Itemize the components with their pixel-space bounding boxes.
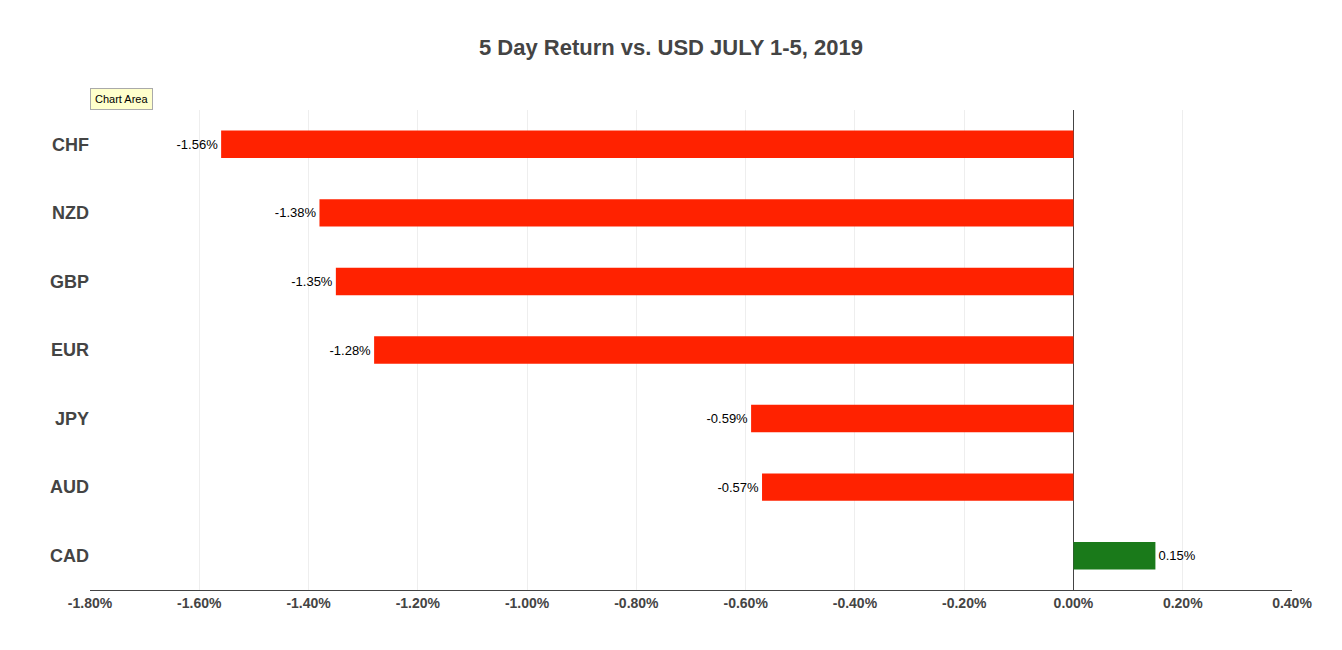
svg-text:-0.20%: -0.20% xyxy=(942,595,987,611)
svg-text:-1.56%: -1.56% xyxy=(176,137,218,152)
svg-text:-1.20%: -1.20% xyxy=(396,595,441,611)
svg-text:AUD: AUD xyxy=(50,477,89,497)
svg-text:0.15%: 0.15% xyxy=(1158,548,1195,563)
svg-text:-1.28%: -1.28% xyxy=(329,343,371,358)
svg-text:-0.57%: -0.57% xyxy=(717,480,759,495)
svg-text:-1.80%: -1.80% xyxy=(68,595,113,611)
svg-text:-1.40%: -1.40% xyxy=(286,595,331,611)
svg-text:CAD: CAD xyxy=(50,546,89,566)
svg-text:-0.40%: -0.40% xyxy=(833,595,878,611)
svg-text:-0.59%: -0.59% xyxy=(706,411,748,426)
svg-text:0.00%: 0.00% xyxy=(1054,595,1094,611)
svg-text:GBP: GBP xyxy=(50,272,89,292)
svg-text:-1.00%: -1.00% xyxy=(505,595,550,611)
svg-text:-0.80%: -0.80% xyxy=(614,595,659,611)
svg-text:NZD: NZD xyxy=(52,203,89,223)
svg-text:Chart Area: Chart Area xyxy=(95,93,148,105)
svg-text:-1.38%: -1.38% xyxy=(275,205,317,220)
svg-text:-1.60%: -1.60% xyxy=(177,595,222,611)
svg-text:5 Day Return vs. USD JULY 1-5,: 5 Day Return vs. USD JULY 1-5, 2019 xyxy=(479,35,863,60)
svg-text:0.20%: 0.20% xyxy=(1163,595,1203,611)
svg-text:EUR: EUR xyxy=(51,340,89,360)
svg-text:-0.60%: -0.60% xyxy=(723,595,768,611)
svg-text:JPY: JPY xyxy=(55,409,89,429)
svg-text:0.40%: 0.40% xyxy=(1272,595,1312,611)
svg-text:CHF: CHF xyxy=(52,135,89,155)
svg-text:-1.35%: -1.35% xyxy=(291,274,333,289)
